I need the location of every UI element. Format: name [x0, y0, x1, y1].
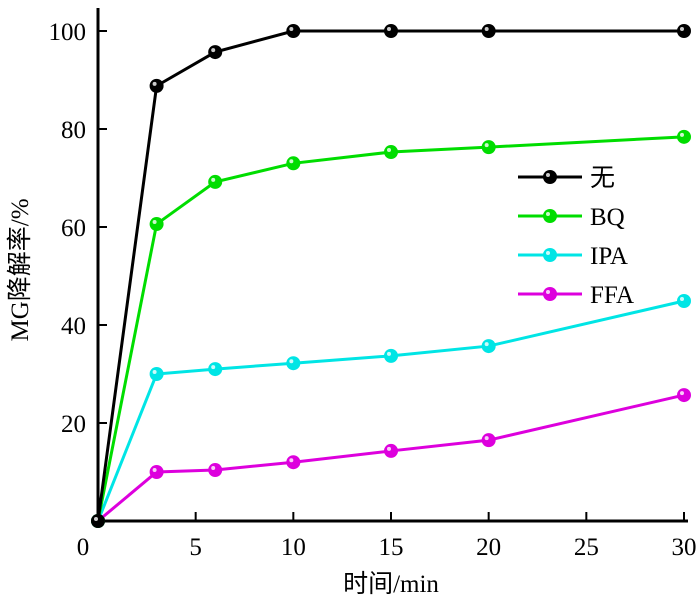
data-point [208, 463, 223, 478]
data-point-highlight [152, 220, 157, 225]
series-line [96, 299, 685, 522]
axes: 5 10 15 20 25 30 20 40 60 80 100 [49, 8, 697, 561]
data-point [149, 465, 164, 479]
data-point [384, 348, 398, 363]
x-tick-label: 20 [476, 534, 501, 561]
y-tick-label: 40 [61, 313, 86, 340]
y-axis-label: MG降解率/% [6, 198, 34, 341]
data-point [384, 145, 398, 160]
y-tick-label: 80 [61, 117, 86, 144]
data-point-highlight [484, 342, 489, 347]
data-point [208, 174, 223, 189]
data-point [286, 24, 301, 38]
data-point [384, 24, 398, 38]
data-point-highlight [680, 132, 684, 137]
legend-marker-highlight [546, 173, 550, 177]
data-point-highlight [289, 159, 294, 164]
data-point [208, 45, 223, 60]
x-axis-label: 时间/min [343, 570, 439, 598]
data-point-highlight [211, 466, 216, 471]
data-point-highlight [387, 446, 391, 451]
x-tick-label: 30 [672, 534, 697, 561]
data-point-highlight [387, 148, 391, 153]
data-point [481, 24, 496, 38]
legend-item: FFA [518, 282, 634, 309]
series-BQ [91, 129, 691, 528]
x-tick-label: 15 [379, 534, 404, 561]
legend-label: BQ [590, 204, 625, 231]
legend: 无 BQ IPA FFA [518, 165, 634, 309]
legend-item: BQ [518, 204, 625, 231]
legend-marker [543, 209, 557, 223]
data-point-highlight [484, 436, 489, 441]
data-point [91, 514, 105, 528]
data-point [149, 78, 164, 93]
series-line [96, 135, 685, 522]
data-point-highlight [484, 143, 489, 148]
data-point [208, 362, 223, 377]
legend-marker-highlight [546, 212, 550, 216]
data-point-highlight [387, 351, 391, 356]
data-point-highlight [211, 365, 216, 370]
data-point [481, 433, 496, 448]
data-point-highlight [211, 177, 216, 182]
data-point-highlight [680, 391, 684, 396]
data-point-highlight [152, 370, 157, 374]
data-point [384, 443, 398, 458]
data-point-highlight [680, 296, 684, 301]
data-point [677, 129, 691, 144]
legend-marker-highlight [546, 290, 550, 294]
legend-label: FFA [590, 282, 634, 309]
data-point [677, 24, 691, 38]
data-point-highlight [289, 458, 294, 463]
legend-item: 无 [518, 165, 615, 192]
data-point-highlight [387, 27, 391, 31]
legend-marker-highlight [546, 251, 550, 255]
data-point-highlight [94, 517, 98, 521]
data-point [286, 356, 301, 371]
x-tick-label: 25 [574, 534, 599, 561]
series-group [91, 24, 691, 528]
data-point [149, 367, 164, 381]
data-point [677, 293, 691, 308]
data-point-highlight [289, 359, 294, 364]
x-tick-label: 5 [189, 534, 202, 561]
legend-label: IPA [590, 243, 628, 270]
series-FFA [91, 388, 691, 528]
data-point-highlight [680, 27, 684, 31]
data-point [286, 455, 301, 470]
legend-marker [543, 248, 557, 262]
legend-item: IPA [518, 243, 628, 270]
x-tick-label: 10 [281, 534, 306, 561]
series-line [97, 393, 685, 523]
data-point-highlight [152, 468, 157, 472]
data-point [481, 140, 496, 155]
y-tick-label: 60 [61, 215, 86, 242]
x-origin-label: 0 [77, 534, 90, 561]
data-point [149, 217, 164, 232]
legend-marker [543, 287, 557, 301]
y-tick-label: 20 [61, 411, 86, 438]
legend-label: 无 [590, 165, 615, 192]
series-无 [91, 24, 691, 528]
data-point [677, 388, 691, 403]
legend-marker [543, 170, 557, 184]
data-point-highlight [152, 81, 157, 86]
data-point [286, 156, 301, 171]
data-point [481, 339, 496, 354]
data-point-highlight [211, 48, 216, 53]
data-point-highlight [289, 27, 294, 31]
data-point-highlight [484, 27, 489, 31]
series-IPA [91, 293, 691, 528]
y-tick-label: 100 [49, 19, 87, 46]
